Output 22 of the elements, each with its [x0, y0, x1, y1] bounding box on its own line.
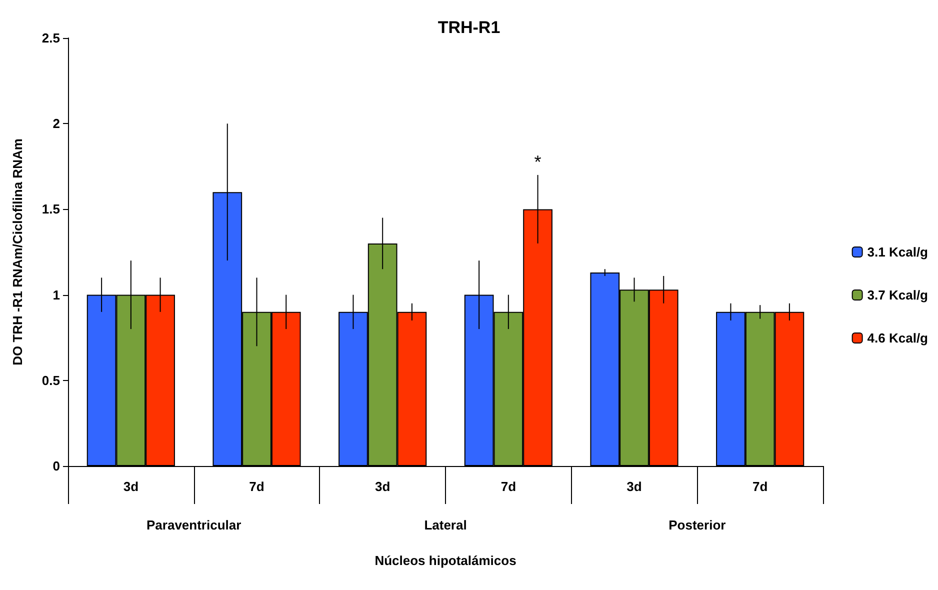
legend-label: 4.6 Kcal/g [867, 330, 928, 346]
y-tick-label: 0.5 [42, 372, 60, 388]
y-tick-label: 1 [52, 287, 60, 302]
y-axis-title: DO TRH -R1 RNAm/Ciclofilina RNAm [10, 138, 25, 366]
text: Posterior [668, 518, 726, 532]
data-label: * [534, 152, 542, 172]
x-axis-title: Núcleos hipotalámicos [374, 553, 516, 568]
chart-title: TRH-R1 [438, 18, 500, 37]
y-tick-label: 0 [52, 458, 60, 474]
x-tick-label: 3d [123, 479, 139, 494]
y-tick-label: 2 [52, 116, 60, 132]
x-tick-label: 7d [752, 479, 768, 494]
x-tick-label: 3d [374, 479, 390, 494]
text: Lateral [424, 518, 467, 532]
y-tick-label: 2.5 [42, 30, 60, 46]
text: Paraventricular [146, 518, 242, 532]
x-tick-label: 7d [500, 479, 516, 494]
y-tick-label: 1.5 [42, 202, 60, 217]
x-tick-label: 7d [249, 479, 264, 494]
x-tick-label: 3d [626, 479, 642, 494]
legend-label: 3.7 Kcal/g [867, 288, 928, 302]
legend-label: 3.1 Kcal/g [867, 244, 928, 260]
